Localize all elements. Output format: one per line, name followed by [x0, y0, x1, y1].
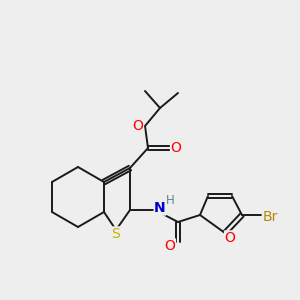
Text: N: N [154, 201, 166, 215]
Text: O: O [225, 231, 236, 245]
Text: Br: Br [262, 210, 278, 224]
Text: S: S [112, 227, 120, 241]
Text: H: H [166, 194, 174, 206]
Text: O: O [133, 119, 143, 133]
Text: O: O [165, 239, 176, 253]
Text: O: O [171, 141, 182, 155]
